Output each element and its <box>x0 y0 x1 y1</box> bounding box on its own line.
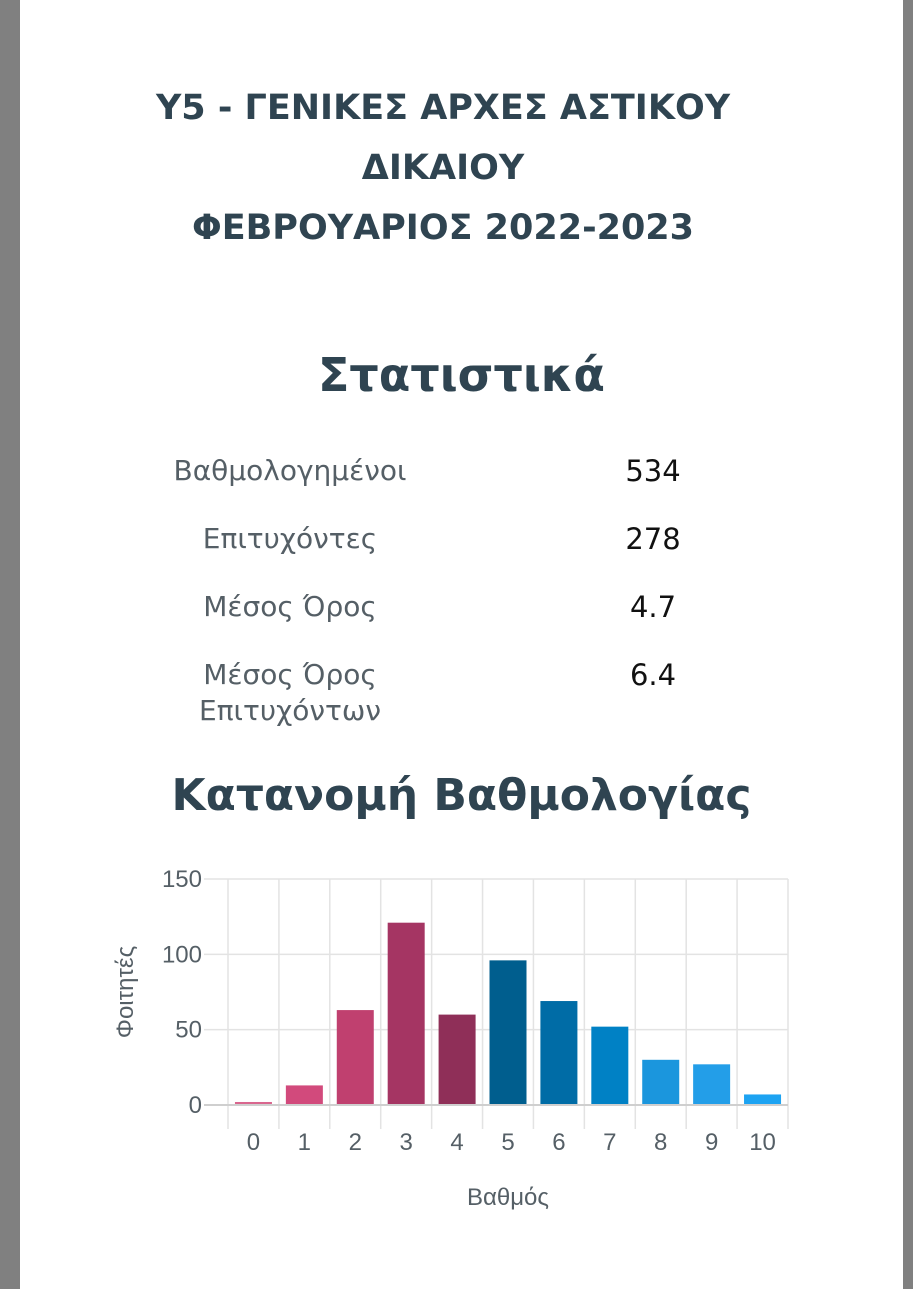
average-value: 4.7 <box>629 590 677 624</box>
y-tick-label: 50 <box>175 1017 202 1044</box>
passed-average-value: 6.4 <box>629 658 677 692</box>
bar-grade-7 <box>591 1026 629 1105</box>
chart-bars <box>234 922 782 1105</box>
stats-title: Στατιστικά <box>317 348 606 402</box>
y-tick-label: 150 <box>162 866 202 893</box>
y-tick-label: 0 <box>189 1092 202 1119</box>
x-tick-label: 5 <box>501 1129 514 1156</box>
bar-grade-3 <box>387 922 425 1105</box>
bar-grade-4 <box>438 1014 476 1105</box>
y-tick-label: 100 <box>162 941 202 968</box>
x-tick-label: 4 <box>450 1129 463 1156</box>
x-tick-label: 3 <box>400 1129 413 1156</box>
bar-grade-9 <box>693 1064 731 1105</box>
passed-average-label: Μέσος Όρος Επιτυχόντων <box>125 657 455 729</box>
bar-grade-5 <box>489 960 527 1105</box>
bar-grade-10 <box>744 1094 782 1105</box>
distribution-title: Κατανομή Βαθμολογίας <box>171 770 752 821</box>
bar-grade-0 <box>234 1101 272 1105</box>
bar-grade-6 <box>540 1001 578 1105</box>
passed-average-label-line: Μέσος Όρος <box>203 658 377 691</box>
average-label: Μέσος Όρος <box>203 590 377 623</box>
x-axis-label: Βαθμός <box>467 1184 549 1211</box>
course-title-line: ΔΙΚΑΙΟΥ <box>361 148 525 188</box>
x-tick-label: 9 <box>705 1129 718 1156</box>
course-title: Υ5 - ΓΕΝΙΚΕΣ ΑΡΧΕΣ ΑΣΤΙΚΟΥ ΔΙΚΑΙΟΥ ΦΕΒΡΟ… <box>20 78 866 258</box>
passed-label: Επιτυχόντες <box>202 522 378 555</box>
chart-x-ticks: 0 1 2 3 4 5 6 7 8 9 10 <box>247 1129 776 1156</box>
course-title-line: ΦΕΒΡΟΥΑΡΙΟΣ 2022-2023 <box>191 208 695 248</box>
graded-label: Βαθμολογημένοι <box>173 454 407 487</box>
bar-grade-1 <box>285 1085 323 1105</box>
x-tick-label: 2 <box>349 1129 362 1156</box>
graded-value: 534 <box>625 454 681 488</box>
passed-average-label-line: Επιτυχόντων <box>199 694 381 727</box>
course-title-line: Υ5 - ΓΕΝΙΚΕΣ ΑΡΧΕΣ ΑΣΤΙΚΟΥ <box>155 88 731 128</box>
grade-distribution-chart: 0 1 2 3 4 5 6 7 8 9 10 0 50 100 150 Βαθμός Φοιτητές <box>112 866 789 1211</box>
x-tick-label: 10 <box>749 1129 776 1156</box>
chart-y-ticks: 0 50 100 150 <box>162 866 202 1119</box>
x-tick-label: 7 <box>603 1129 616 1156</box>
passed-value: 278 <box>625 522 681 556</box>
x-tick-label: 8 <box>654 1129 667 1156</box>
x-tick-label: 0 <box>247 1129 260 1156</box>
x-tick-label: 6 <box>552 1129 565 1156</box>
bar-grade-2 <box>336 1010 374 1105</box>
y-axis-label: Φοιτητές <box>112 946 139 1038</box>
x-tick-label: 1 <box>298 1129 311 1156</box>
page: Υ5 - ΓΕΝΙΚΕΣ ΑΡΧΕΣ ΑΣΤΙΚΟΥ ΔΙΚΑΙΟΥ ΦΕΒΡΟ… <box>20 0 903 1289</box>
bar-grade-8 <box>642 1059 680 1105</box>
